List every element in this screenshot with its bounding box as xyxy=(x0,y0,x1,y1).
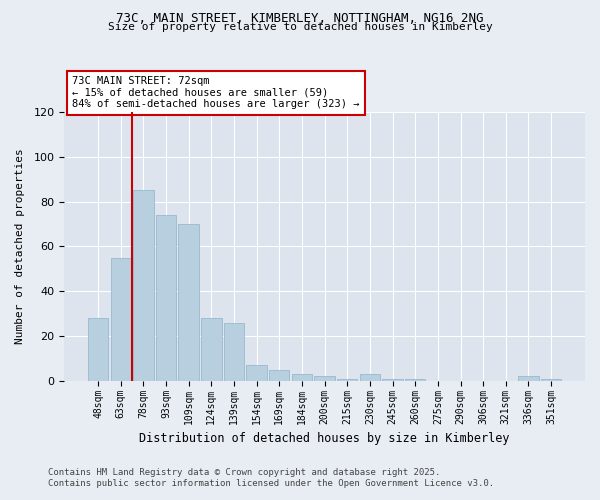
Bar xyxy=(360,374,380,381)
Bar xyxy=(247,365,267,381)
Text: Size of property relative to detached houses in Kimberley: Size of property relative to detached ho… xyxy=(107,22,493,32)
Bar xyxy=(314,376,335,381)
X-axis label: Distribution of detached houses by size in Kimberley: Distribution of detached houses by size … xyxy=(139,432,510,445)
Bar xyxy=(382,378,403,381)
Bar xyxy=(292,374,312,381)
Bar xyxy=(110,258,131,381)
Bar xyxy=(88,318,108,381)
Bar xyxy=(405,378,425,381)
Bar xyxy=(133,190,154,381)
Bar xyxy=(224,322,244,381)
Bar xyxy=(201,318,221,381)
Text: 73C, MAIN STREET, KIMBERLEY, NOTTINGHAM, NG16 2NG: 73C, MAIN STREET, KIMBERLEY, NOTTINGHAM,… xyxy=(116,12,484,26)
Text: 73C MAIN STREET: 72sqm
← 15% of detached houses are smaller (59)
84% of semi-det: 73C MAIN STREET: 72sqm ← 15% of detached… xyxy=(72,76,359,110)
Bar xyxy=(541,378,562,381)
Bar xyxy=(518,376,539,381)
Text: Contains HM Land Registry data © Crown copyright and database right 2025.
Contai: Contains HM Land Registry data © Crown c… xyxy=(48,468,494,487)
Bar xyxy=(178,224,199,381)
Bar xyxy=(156,215,176,381)
Bar xyxy=(269,370,289,381)
Bar xyxy=(337,378,358,381)
Y-axis label: Number of detached properties: Number of detached properties xyxy=(15,148,25,344)
